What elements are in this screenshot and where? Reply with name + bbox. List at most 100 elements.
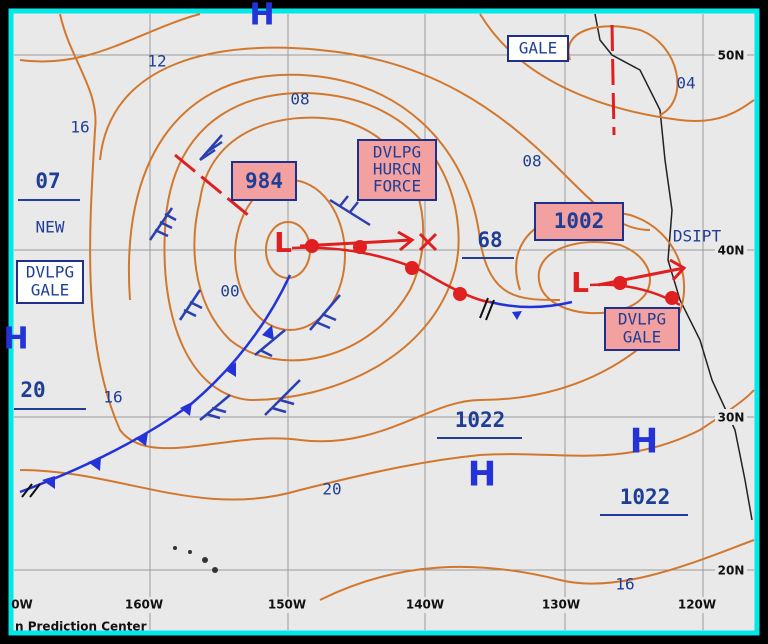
latitude-labels: 50N 40N 30N 20N: [715, 47, 747, 578]
pressure-label: 1022: [620, 485, 671, 509]
front-break: [21, 483, 41, 498]
track-arrow: [597, 258, 687, 287]
front-semicircle: [405, 261, 419, 275]
warning-text: GALE: [623, 328, 662, 347]
latitude-label: 50N: [718, 49, 745, 63]
island: [202, 557, 208, 563]
pressure-label: 1002: [554, 209, 605, 233]
island: [173, 546, 177, 550]
footer: n Prediction Center: [15, 620, 147, 634]
label-bg: [124, 597, 164, 613]
track-arrow: [299, 230, 415, 252]
warning-text: GALE: [31, 281, 70, 300]
isobar: [127, 73, 561, 301]
label-bg: [715, 562, 747, 578]
forecast-position: [418, 232, 438, 252]
storm-tracks: [299, 230, 687, 287]
isobar-label: 04: [676, 74, 695, 93]
wind-barb: [199, 394, 231, 421]
isobar-label: 12: [147, 52, 166, 71]
warning-box: [357, 139, 437, 201]
wind-barb: [254, 329, 286, 358]
isobar-label: 16: [615, 575, 634, 594]
warning-text: GALE: [519, 39, 558, 58]
latitude-label: 20N: [718, 564, 745, 578]
front-triangle: [42, 476, 55, 489]
isobar: [163, 92, 460, 402]
isobar: [59, 13, 661, 450]
latitude-label: 30N: [718, 411, 745, 425]
warning-box: [16, 260, 84, 304]
warning-text: HURCN: [373, 160, 421, 179]
wind-barb: [178, 289, 203, 321]
isobar-label: 00: [220, 282, 239, 301]
isobar: [537, 241, 651, 315]
label-bg: [715, 47, 747, 63]
front-triangle: [88, 457, 101, 471]
isobar: [19, 13, 201, 63]
label-bg: [715, 242, 747, 258]
isobar: [99, 46, 651, 231]
label-bg: [405, 597, 445, 613]
wind-barbs: [148, 134, 371, 421]
pressure-box: [231, 161, 297, 201]
latitude-label: 40N: [718, 244, 745, 258]
low-center: L: [274, 226, 292, 259]
pressure-box: [534, 202, 624, 241]
isobar-label: 16: [103, 388, 122, 407]
isobar-label: 16: [70, 118, 89, 137]
front-semicircle: [453, 287, 467, 301]
pressure-label: 07: [35, 169, 60, 193]
isobar: [193, 116, 425, 362]
label-bg: [267, 597, 307, 613]
stationary-front: [489, 300, 573, 309]
island: [188, 550, 192, 554]
longitude-labels: 0W 160W 150W 140W 130W 120W: [11, 597, 717, 613]
front-triangle: [512, 311, 522, 320]
longitude-label: 130W: [542, 598, 580, 612]
trough: [174, 153, 249, 217]
wind-barb: [264, 379, 301, 416]
pressure-label: 68: [477, 228, 502, 252]
high-center: H: [249, 0, 274, 33]
pressure-label: 20: [20, 378, 45, 402]
longitude-label: 160W: [125, 598, 163, 612]
underlines: [14, 199, 688, 516]
front-triangle: [262, 325, 274, 340]
front-symbols: [42, 325, 274, 489]
longitude-label: 120W: [678, 598, 716, 612]
status-label: DSIPT: [673, 227, 722, 246]
label-bg: [715, 409, 747, 425]
warning-text: DVLPG: [618, 310, 666, 329]
pressure-label: 1022: [455, 408, 506, 432]
isobar-label: 08: [290, 90, 309, 109]
island: [212, 567, 218, 573]
warning-text: FORCE: [373, 177, 421, 196]
longitude-label: 140W: [406, 598, 444, 612]
label-bg: [541, 597, 581, 613]
isobar: [19, 389, 755, 501]
trough: [610, 24, 616, 136]
front-triangle: [135, 432, 148, 446]
isobar: [567, 25, 679, 116]
graticule: [14, 14, 754, 630]
front-break: [479, 297, 495, 321]
label-bg: [677, 597, 717, 613]
longitude-label: 0W: [11, 598, 33, 612]
status-label: NEW: [36, 218, 65, 237]
islands: [173, 546, 218, 573]
longitude-label: 150W: [268, 598, 306, 612]
wind-barb: [199, 134, 223, 162]
low-center: L: [571, 266, 589, 299]
warning-box: [507, 35, 569, 62]
front-triangle: [225, 362, 236, 377]
warning-box: [604, 307, 680, 351]
warning-text: DVLPG: [373, 143, 421, 162]
warning-text: DVLPG: [26, 263, 74, 282]
isobar-label: 20: [322, 480, 341, 499]
isobar: [515, 210, 686, 331]
wind-barb: [329, 195, 371, 227]
front-triangle: [180, 402, 192, 416]
high-center: H: [3, 322, 28, 357]
